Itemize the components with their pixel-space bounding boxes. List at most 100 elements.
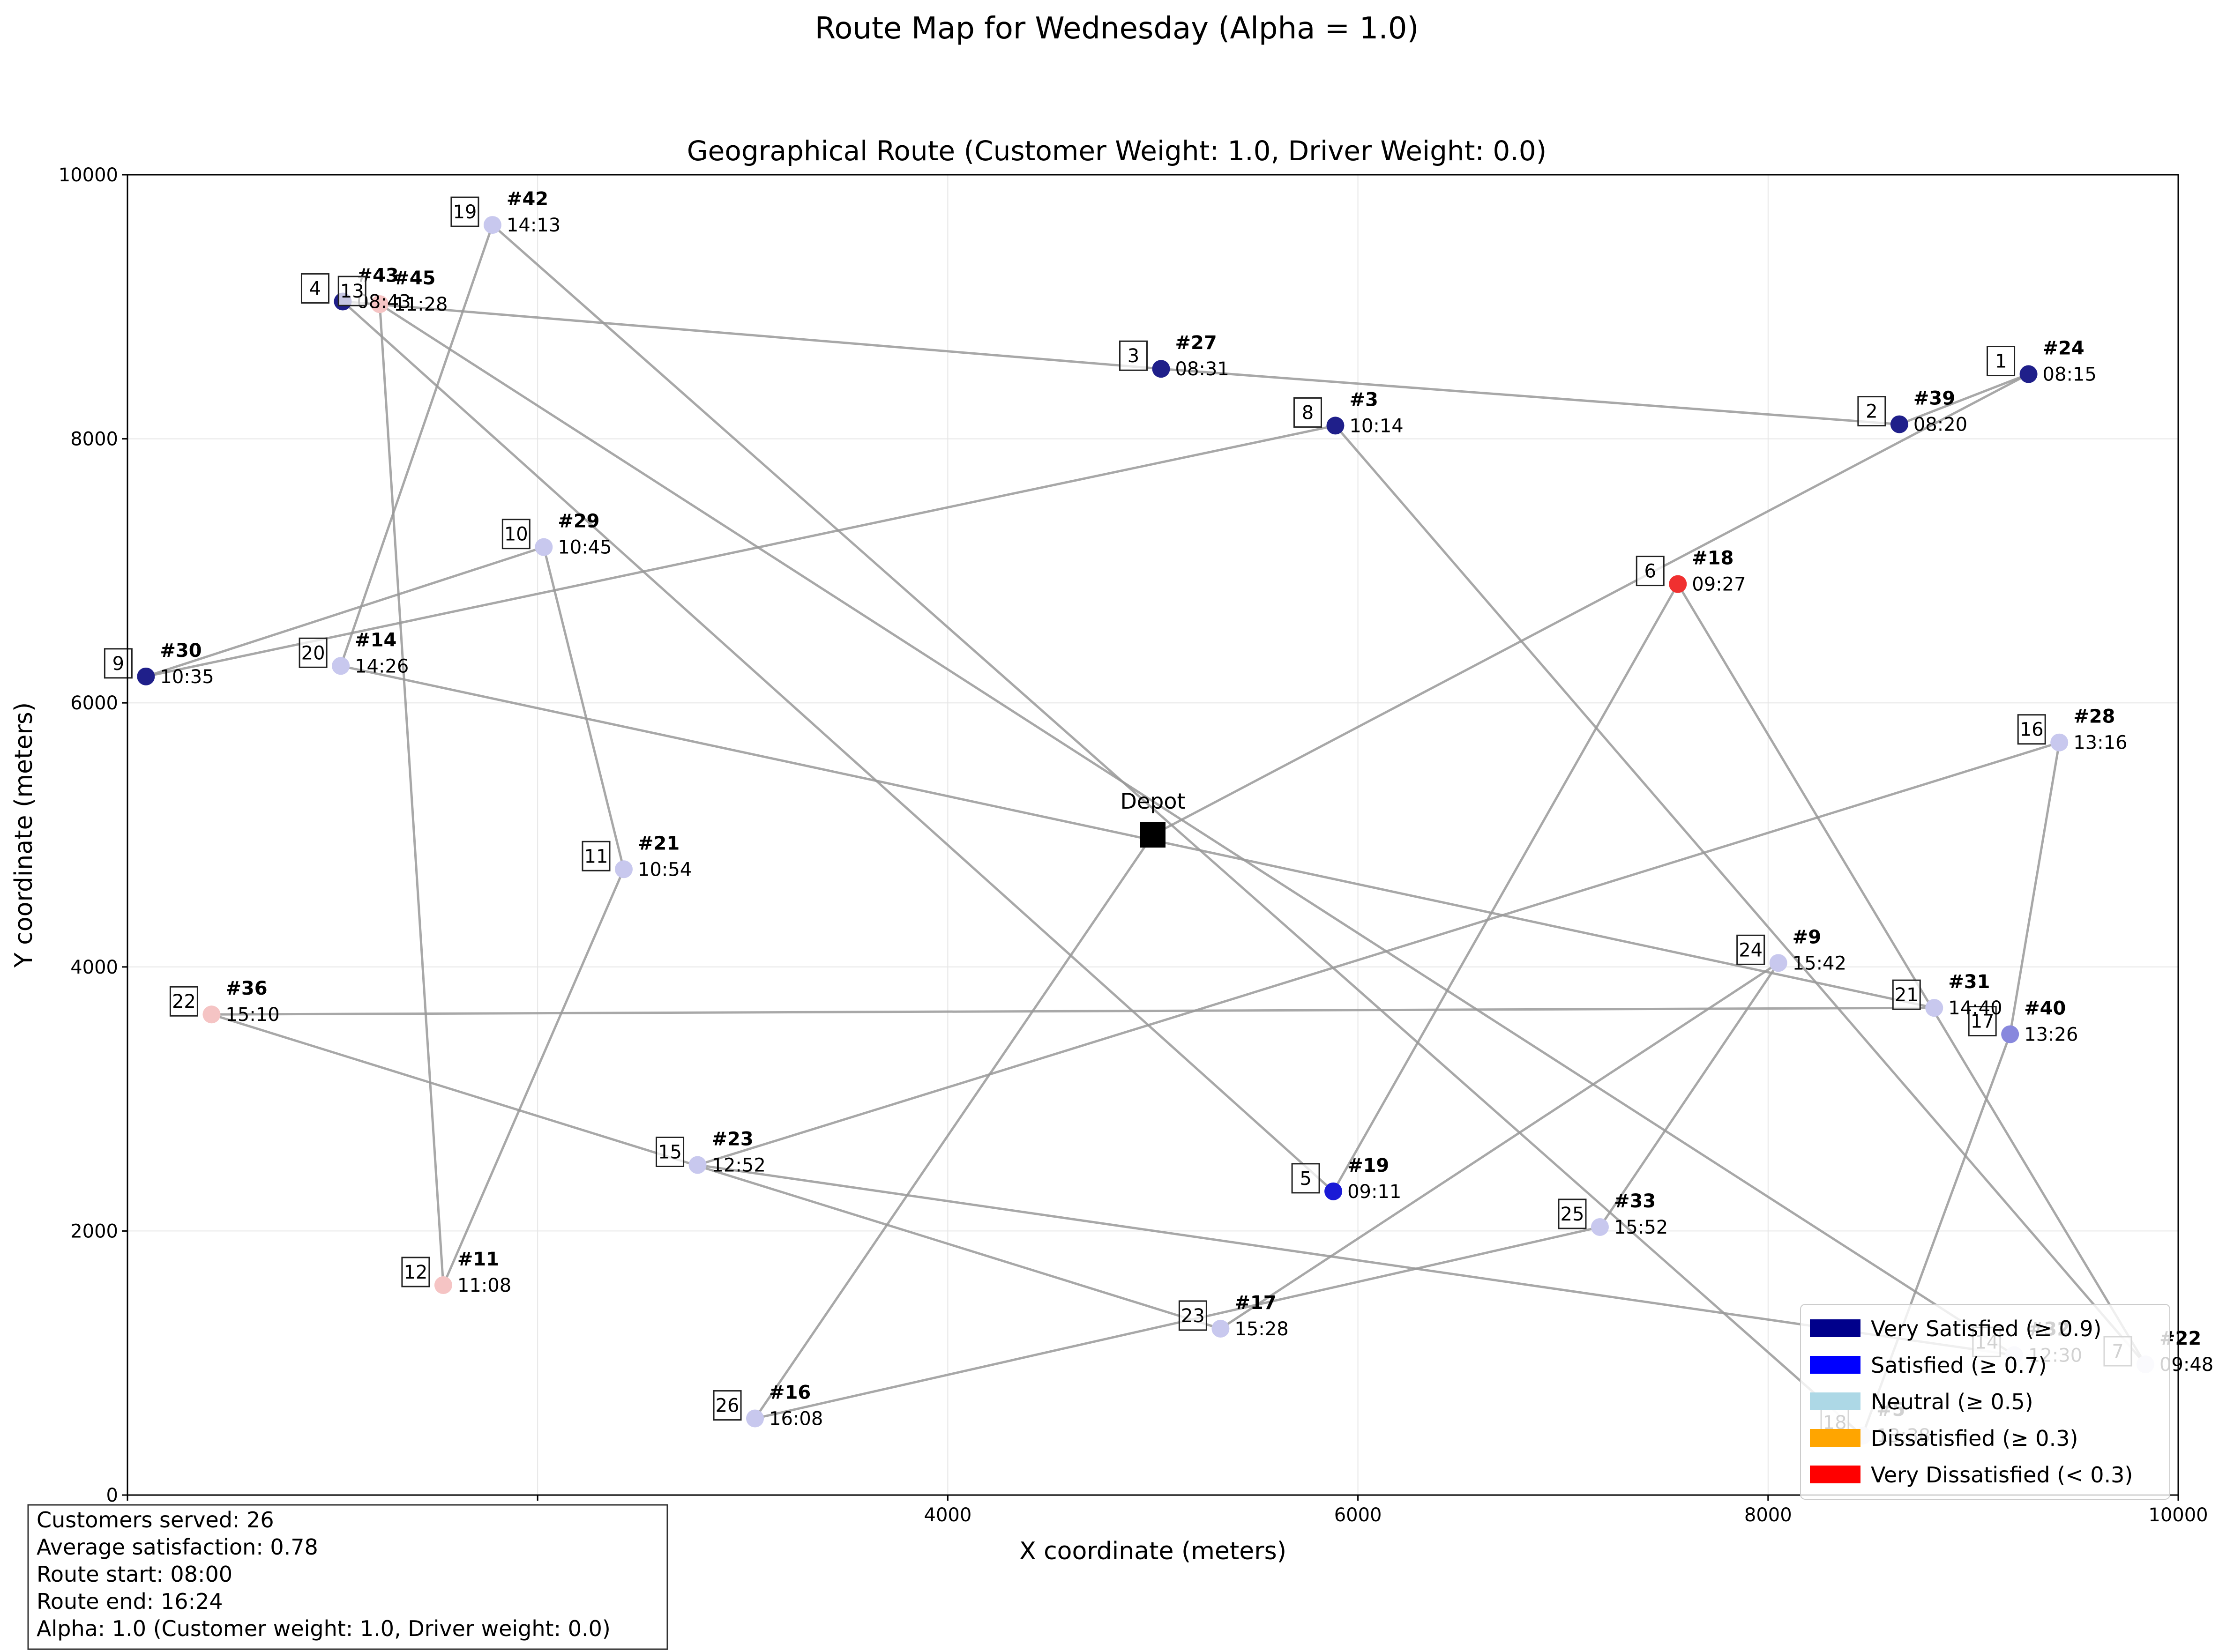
- stop-marker: [332, 657, 350, 675]
- customer-id-label: #24: [2043, 338, 2085, 359]
- stop-number-box: [1558, 1198, 1587, 1229]
- route-segment: [145, 424, 1336, 678]
- legend-swatch: [1810, 1319, 1860, 1337]
- customer-id-label: #14: [355, 629, 396, 651]
- customer-id-label: #18: [1692, 548, 1733, 569]
- x-tick-label: 8000: [1744, 1504, 1792, 1526]
- customer-id-label: #3: [1349, 389, 1378, 410]
- route-segment: [697, 1164, 2015, 1356]
- arrival-time-label: 15:42: [1793, 953, 1846, 974]
- depot-label: Depot: [1120, 789, 1185, 814]
- arrival-time-label: 11:28: [394, 294, 448, 315]
- stop-marker: [483, 216, 501, 234]
- customer-id-label: #21: [638, 833, 680, 854]
- plot-frame: [127, 174, 2179, 1496]
- route-segment: [342, 300, 1334, 1192]
- customer-id-label: #36: [225, 978, 267, 999]
- route-segment: [1677, 583, 2147, 1365]
- arrival-time-label: 14:26: [355, 655, 409, 677]
- stop-marker: [1669, 575, 1687, 593]
- route-segment: [211, 1006, 1935, 1016]
- stop-number-box: [1119, 340, 1148, 371]
- route-segment: [1152, 373, 2029, 836]
- customer-id-label: #16: [769, 1382, 811, 1404]
- stop-number-box: [299, 637, 328, 668]
- customer-id-label: #17: [1234, 1292, 1276, 1314]
- stop-marker: [1326, 417, 1345, 435]
- summary-average-satisfaction: Average satisfaction: 0.78: [37, 1534, 318, 1560]
- stop-marker: [2001, 1025, 2019, 1043]
- stop-number-box: [401, 1257, 430, 1287]
- arrival-time-label: 08:15: [2043, 364, 2097, 386]
- stop-number-label: 25: [1561, 1204, 1584, 1225]
- stop-marker: [1925, 999, 1943, 1017]
- customer-id-label: #42: [507, 188, 548, 210]
- stop-marker: [1769, 954, 1787, 972]
- route-segment: [697, 741, 2060, 1166]
- stop-markers: [137, 216, 2154, 1445]
- stop-number-box: [713, 1390, 742, 1421]
- stop-number-label: 3: [1128, 345, 1139, 367]
- arrival-time-label: 12:52: [712, 1155, 766, 1176]
- stop-number-label: 23: [1181, 1305, 1205, 1327]
- x-tick-label: 6000: [1334, 1504, 1382, 1526]
- route-segment: [2009, 742, 2061, 1034]
- customer-id-label: #40: [2024, 998, 2066, 1019]
- arrival-time-label: 15:52: [1614, 1217, 1668, 1238]
- y-tick-label: 4000: [70, 957, 118, 978]
- stop-number-box: [1857, 396, 1886, 427]
- route-segment: [1599, 962, 1779, 1228]
- stop-number-box: [1736, 934, 1765, 965]
- customer-id-label: #33: [1614, 1191, 1656, 1212]
- stop-number-label: 2: [1866, 401, 1877, 423]
- stop-number-box: [1636, 556, 1665, 587]
- route-lines: [145, 224, 2147, 1437]
- stop-marker: [1324, 1182, 1343, 1200]
- legend-label: Very Satisfied (≥ 0.9): [1871, 1316, 2101, 1341]
- stop-marker: [434, 1276, 452, 1294]
- stop-number-label: 21: [1895, 984, 1919, 1006]
- legend-swatch: [1810, 1466, 1860, 1483]
- stop-number-label: 17: [1971, 1011, 1995, 1033]
- arrival-time-label: 16:08: [769, 1408, 823, 1430]
- arrival-time-label: 10:54: [638, 859, 692, 880]
- stop-number-label: 11: [584, 846, 608, 867]
- legend-label: Satisfied (≥ 0.7): [1871, 1353, 2047, 1378]
- y-axis-label: Y coordinate (meters): [10, 702, 38, 968]
- stop-number-box: [2017, 714, 2046, 745]
- depot-marker: [1140, 822, 1166, 848]
- route-segment: [754, 834, 1154, 1419]
- stop-number-box: [656, 1137, 685, 1167]
- stop-marker: [1591, 1218, 1609, 1236]
- route-segment: [492, 224, 1863, 1437]
- legend-swatch: [1810, 1356, 1860, 1374]
- y-tick-label: 0: [106, 1485, 118, 1506]
- stop-number-label: 19: [453, 201, 477, 223]
- stop-number-box: [501, 519, 530, 550]
- route-segment: [1898, 373, 2029, 425]
- arrival-time-label: 13:16: [2073, 732, 2127, 754]
- customer-id-label: #27: [1175, 332, 1217, 354]
- stop-marker: [1211, 1319, 1230, 1338]
- stop-number-label: 22: [172, 991, 196, 1012]
- arrival-time-label: 09:27: [1692, 574, 1746, 595]
- stop-number-label: 6: [1644, 561, 1656, 582]
- customer-id-label: #29: [558, 511, 599, 532]
- customer-id-label: #11: [457, 1249, 499, 1270]
- route-summary-box: Customers served: 26 Average satisfactio…: [27, 1504, 668, 1650]
- stop-marker: [2050, 733, 2069, 752]
- route-segment: [340, 664, 1935, 1009]
- stop-number-box: [337, 275, 366, 306]
- route-segment: [1220, 962, 1779, 1330]
- stop-number-box: [1987, 346, 2016, 377]
- legend-swatch: [1810, 1392, 1860, 1410]
- y-tick-label: 10000: [59, 164, 118, 186]
- arrival-time-label: 13:26: [2024, 1024, 2078, 1046]
- stop-number-label: 15: [658, 1142, 682, 1163]
- stop-marker: [535, 538, 553, 556]
- x-tick-label: 10000: [2148, 1504, 2208, 1526]
- stop-number-box: [1178, 1300, 1207, 1331]
- arrival-time-label: 10:45: [558, 537, 612, 558]
- summary-route-start: Route start: 08:00: [37, 1562, 232, 1587]
